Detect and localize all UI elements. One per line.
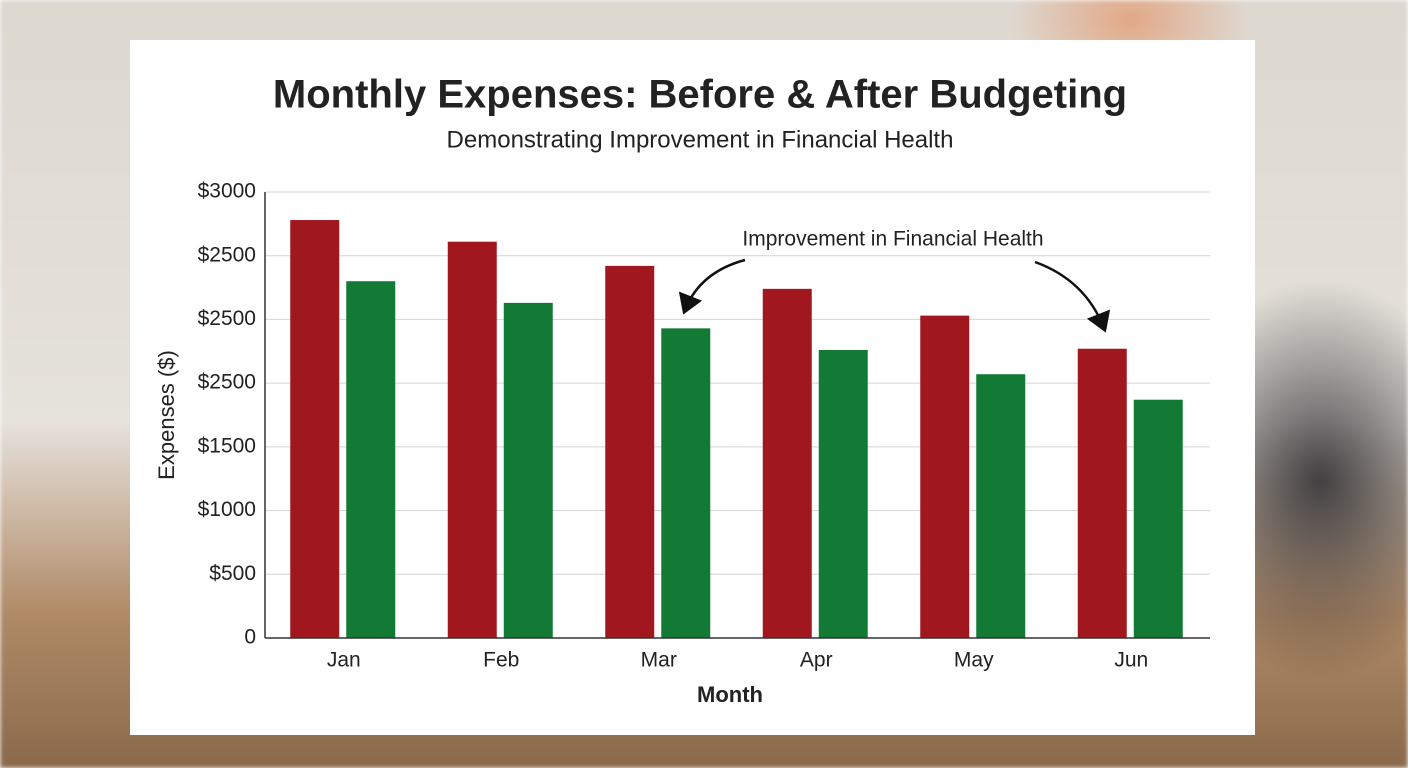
x-tick-label: May bbox=[954, 649, 994, 672]
bar bbox=[976, 374, 1026, 638]
bar bbox=[762, 288, 812, 638]
x-tick-label: Feb bbox=[483, 649, 519, 672]
bar bbox=[503, 302, 553, 638]
bar bbox=[661, 328, 711, 638]
y-tick-label: $500 bbox=[209, 562, 256, 585]
y-tick-label: $1000 bbox=[198, 498, 256, 521]
x-tick-label: Mar bbox=[641, 649, 677, 672]
bar bbox=[818, 350, 868, 638]
annotation-arrow bbox=[1034, 260, 1111, 333]
bar bbox=[290, 220, 340, 638]
x-tick-label: Jan bbox=[327, 649, 361, 672]
y-tick-label: $2500 bbox=[198, 371, 256, 394]
chart-subtitle: Demonstrating Improvement in Financial H… bbox=[447, 126, 954, 153]
bar bbox=[1077, 348, 1127, 638]
bar bbox=[447, 241, 497, 638]
y-tick-label: $2500 bbox=[198, 307, 256, 330]
bar bbox=[1133, 399, 1183, 638]
bar bbox=[605, 265, 655, 638]
y-tick-label: $3000 bbox=[198, 180, 256, 203]
y-tick-label: $2500 bbox=[198, 243, 256, 266]
annotation-arrow bbox=[678, 258, 746, 315]
bar bbox=[920, 315, 970, 638]
chart-title: Monthly Expenses: Before & After Budgeti… bbox=[273, 73, 1127, 117]
annotation: Improvement in Financial Health bbox=[742, 228, 1043, 251]
bar bbox=[346, 281, 396, 638]
y-tick-label: $1500 bbox=[198, 434, 256, 457]
plot-area: 0 $500 $1000 $1500 $2500 $2500 $2500 $3000 Jan Fe… bbox=[198, 180, 1210, 672]
x-axis-title: Month bbox=[697, 682, 763, 707]
y-axis-title: Expenses ($) bbox=[154, 350, 179, 480]
x-tick-label: Jun bbox=[1114, 649, 1148, 672]
x-tick-label: Apr bbox=[800, 649, 833, 672]
y-tick-label: 0 bbox=[244, 626, 256, 649]
